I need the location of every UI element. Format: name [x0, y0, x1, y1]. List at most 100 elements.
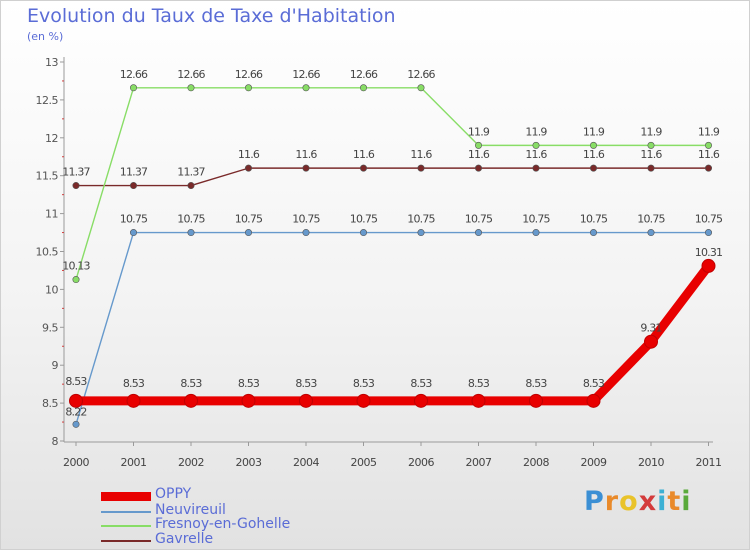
series-line-fresnoy-en-gohelle: [75, 87, 710, 281]
data-point: [417, 84, 425, 92]
logo-letter: x: [638, 486, 658, 517]
logo-letter: i: [657, 486, 668, 517]
data-label: 10.75: [292, 213, 320, 226]
y-tick-label: 12: [45, 132, 58, 145]
chart-subtitle: (en %): [27, 30, 64, 43]
legend-swatch: [101, 511, 151, 513]
data-label: 11.6: [525, 148, 547, 161]
data-point: [72, 276, 80, 284]
data-point: [474, 229, 482, 237]
data-point: [589, 229, 597, 237]
x-tick-label: 2010: [638, 456, 664, 469]
y-tick-label: 11: [45, 208, 58, 221]
data-point: [414, 393, 428, 408]
data-label: 10.75: [120, 213, 148, 226]
y-tick-label: 10.5: [36, 246, 59, 259]
data-point: [187, 229, 195, 237]
data-label: 11.6: [583, 148, 605, 161]
data-label: 10.75: [177, 213, 205, 226]
data-label: 8.53: [410, 377, 432, 390]
data-label: 12.66: [407, 68, 435, 81]
data-point: [644, 334, 658, 349]
data-label: 11.37: [177, 166, 205, 179]
data-point: [359, 164, 367, 172]
data-label: 12.66: [292, 68, 320, 81]
logo-letter: P: [584, 486, 605, 517]
data-label: 10.75: [407, 213, 435, 226]
data-point: [532, 141, 540, 149]
logo-letter: i: [681, 486, 692, 517]
data-point: [647, 164, 655, 172]
data-label: 12.66: [120, 68, 148, 81]
data-label: 12.66: [235, 68, 263, 81]
data-label: 10.75: [235, 213, 263, 226]
data-point: [704, 141, 712, 149]
y-tick-label: 8: [52, 435, 59, 448]
y-tick-label: 13: [45, 56, 58, 69]
series-line-neuvireuil: [75, 231, 710, 426]
data-point: [302, 164, 310, 172]
data-label: 8.53: [525, 377, 547, 390]
legend-swatch: [101, 525, 151, 527]
data-point: [589, 141, 597, 149]
chart-title: Evolution du Taux de Taxe d'Habitation: [27, 5, 396, 27]
data-point: [356, 393, 371, 408]
data-label: 8.53: [65, 375, 87, 388]
data-label: 11.9: [525, 125, 547, 138]
data-point: [704, 229, 712, 237]
data-label: 11.6: [640, 148, 662, 161]
data-label: 11.37: [62, 166, 90, 179]
x-tick-label: 2002: [178, 456, 204, 469]
data-point: [359, 84, 367, 92]
data-point: [187, 84, 195, 92]
y-tick-label: 10: [45, 283, 58, 296]
data-label: 12.66: [177, 68, 205, 81]
x-tick-label: 2006: [408, 456, 434, 469]
data-point: [187, 182, 195, 190]
series-line-gavrelle: [75, 167, 710, 187]
data-point: [299, 393, 313, 408]
y-tick-label: 12.5: [36, 94, 59, 107]
data-point: [647, 141, 655, 149]
data-point: [359, 229, 367, 237]
data-point: [302, 229, 310, 237]
data-label: 10.75: [580, 213, 608, 226]
data-label: 11.9: [583, 125, 605, 138]
y-tick-label: 8.5: [42, 397, 58, 410]
data-label: 11.6: [238, 148, 260, 161]
data-label: 8.53: [353, 377, 375, 390]
series-line-oppy: [71, 261, 713, 406]
data-point: [474, 141, 482, 149]
data-label: 11.9: [698, 125, 720, 138]
data-label: 8.53: [295, 377, 317, 390]
logo-letter: r: [604, 486, 620, 517]
data-point: [241, 393, 256, 408]
x-tick-label: 2007: [466, 456, 492, 469]
data-point: [532, 164, 540, 172]
y-tick-label: 9: [52, 359, 59, 372]
data-point: [586, 393, 601, 408]
x-tick-label: 2003: [236, 456, 262, 469]
data-point: [245, 229, 253, 237]
data-label: 11.6: [295, 148, 317, 161]
legend-swatch: [101, 540, 151, 542]
data-point: [474, 164, 482, 172]
data-label: 10.75: [522, 213, 550, 226]
logo-letter: o: [619, 486, 639, 517]
legend-label: OPPY: [155, 486, 192, 502]
data-point: [126, 393, 141, 408]
data-label: 11.37: [120, 166, 148, 179]
data-point: [302, 84, 310, 92]
x-tick-label: 2008: [523, 456, 549, 469]
y-tick-label: 9.5: [42, 321, 58, 334]
x-tick-label: 2005: [351, 456, 377, 469]
data-point: [529, 393, 543, 408]
data-label: 10.75: [637, 213, 665, 226]
data-point: [701, 258, 716, 273]
data-label: 11.9: [640, 125, 662, 138]
data-label: 8.53: [583, 377, 605, 390]
data-label: 10.75: [695, 213, 723, 226]
data-label: 12.66: [350, 68, 378, 81]
